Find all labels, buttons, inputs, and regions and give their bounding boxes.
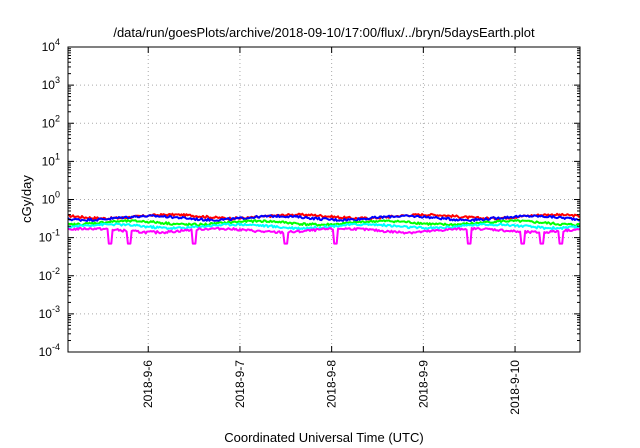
series-line: [67, 214, 581, 222]
y-axis: 104 103 102 101 100 10-1 10-2 10-3 10-4: [39, 37, 580, 359]
y-tick-label: 10-1: [39, 228, 60, 245]
x-tick-label: 2018-9-9: [416, 360, 430, 408]
x-axis-label: Coordinated Universal Time (UTC): [224, 430, 423, 445]
y-tick-label: 103: [42, 75, 60, 92]
grid: [68, 47, 580, 352]
y-tick-label: 102: [42, 113, 60, 130]
series-line: [67, 219, 581, 227]
x-tick-label: 2018-9-7: [233, 360, 247, 408]
x-axis: 2018-9-6 2018-9-7 2018-9-8 2018-9-9 2018-9-1…: [141, 47, 522, 415]
x-tick-label: 2018-9-10: [508, 360, 522, 415]
y-tick-label: 104: [42, 37, 60, 54]
y-tick-label: 10-3: [39, 304, 60, 321]
series-line: [67, 226, 581, 245]
x-tick-label: 2018-9-8: [325, 360, 339, 408]
chart-title: /data/run/goesPlots/archive/2018-09-10/1…: [113, 25, 535, 40]
y-tick-label: 10-2: [39, 266, 60, 283]
y-tick-label: 100: [42, 190, 60, 207]
y-tick-label: 101: [42, 151, 60, 168]
x-tick-label: 2018-9-6: [141, 360, 155, 408]
series-group: [67, 212, 581, 245]
y-axis-label: cGy/day: [19, 175, 34, 223]
y-tick-label: 10-4: [39, 342, 60, 359]
